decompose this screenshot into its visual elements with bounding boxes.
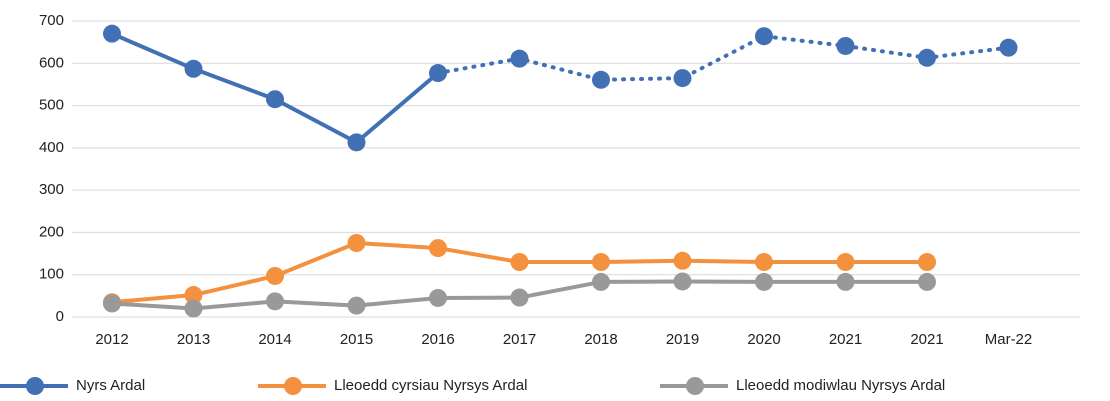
legend-label: Nyrs Ardal	[76, 377, 145, 394]
legend-marker	[284, 377, 302, 395]
marker	[429, 288, 447, 307]
marker	[999, 38, 1018, 57]
x-tick-label: 2017	[503, 331, 536, 348]
x-tick-label: 2013	[177, 331, 210, 348]
x-tick-label: 2015	[340, 331, 373, 348]
marker	[266, 90, 284, 109]
y-tick-label: 600	[39, 54, 64, 71]
marker	[184, 59, 203, 78]
marker	[184, 299, 203, 318]
marker	[673, 272, 692, 291]
marker	[918, 272, 936, 291]
x-tick-label: 2021	[910, 331, 943, 348]
x-tick-label: 2020	[747, 331, 780, 348]
marker	[755, 27, 773, 46]
marker	[673, 69, 692, 88]
marker	[510, 288, 529, 307]
x-tick-label: 2018	[584, 331, 617, 348]
y-tick-label: 500	[39, 97, 64, 114]
marker	[103, 294, 121, 313]
x-tick-label: 2012	[95, 331, 128, 348]
x-tick-label: 2019	[666, 331, 699, 348]
x-tick-label: 2016	[421, 331, 454, 348]
marker	[347, 133, 366, 152]
legend-label: Lleoedd modiwlau Nyrsys Ardal	[736, 377, 945, 394]
series-line	[111, 31, 440, 145]
marker	[347, 296, 366, 315]
legend-marker	[26, 377, 44, 395]
marker	[592, 253, 610, 272]
y-tick-label: 0	[56, 308, 64, 325]
marker	[510, 49, 529, 68]
marker	[918, 48, 936, 67]
x-tick-label: 2014	[258, 331, 291, 348]
y-tick-label: 700	[39, 12, 64, 29]
x-tick-label: 2021	[829, 331, 862, 348]
marker	[103, 24, 121, 43]
legend-marker	[686, 377, 704, 395]
marker	[429, 64, 447, 83]
marker	[673, 251, 692, 270]
marker	[755, 272, 773, 291]
y-tick-label: 400	[39, 139, 64, 156]
marker	[184, 286, 203, 305]
marker	[755, 253, 773, 272]
marker	[266, 292, 284, 311]
y-tick-label: 300	[39, 181, 64, 198]
marker	[592, 70, 610, 89]
marker	[429, 239, 447, 258]
y-tick-label: 200	[39, 223, 64, 240]
legend-label: Lleoedd cyrsiau Nyrsys Ardal	[334, 377, 527, 394]
marker	[918, 253, 936, 272]
marker	[592, 272, 610, 291]
x-tick-label: Mar-22	[985, 331, 1033, 348]
marker	[836, 253, 855, 272]
marker	[510, 253, 529, 272]
marker	[836, 36, 855, 55]
marker	[836, 272, 855, 291]
y-tick-label: 100	[39, 266, 64, 283]
marker	[266, 266, 284, 285]
marker	[347, 234, 366, 252]
